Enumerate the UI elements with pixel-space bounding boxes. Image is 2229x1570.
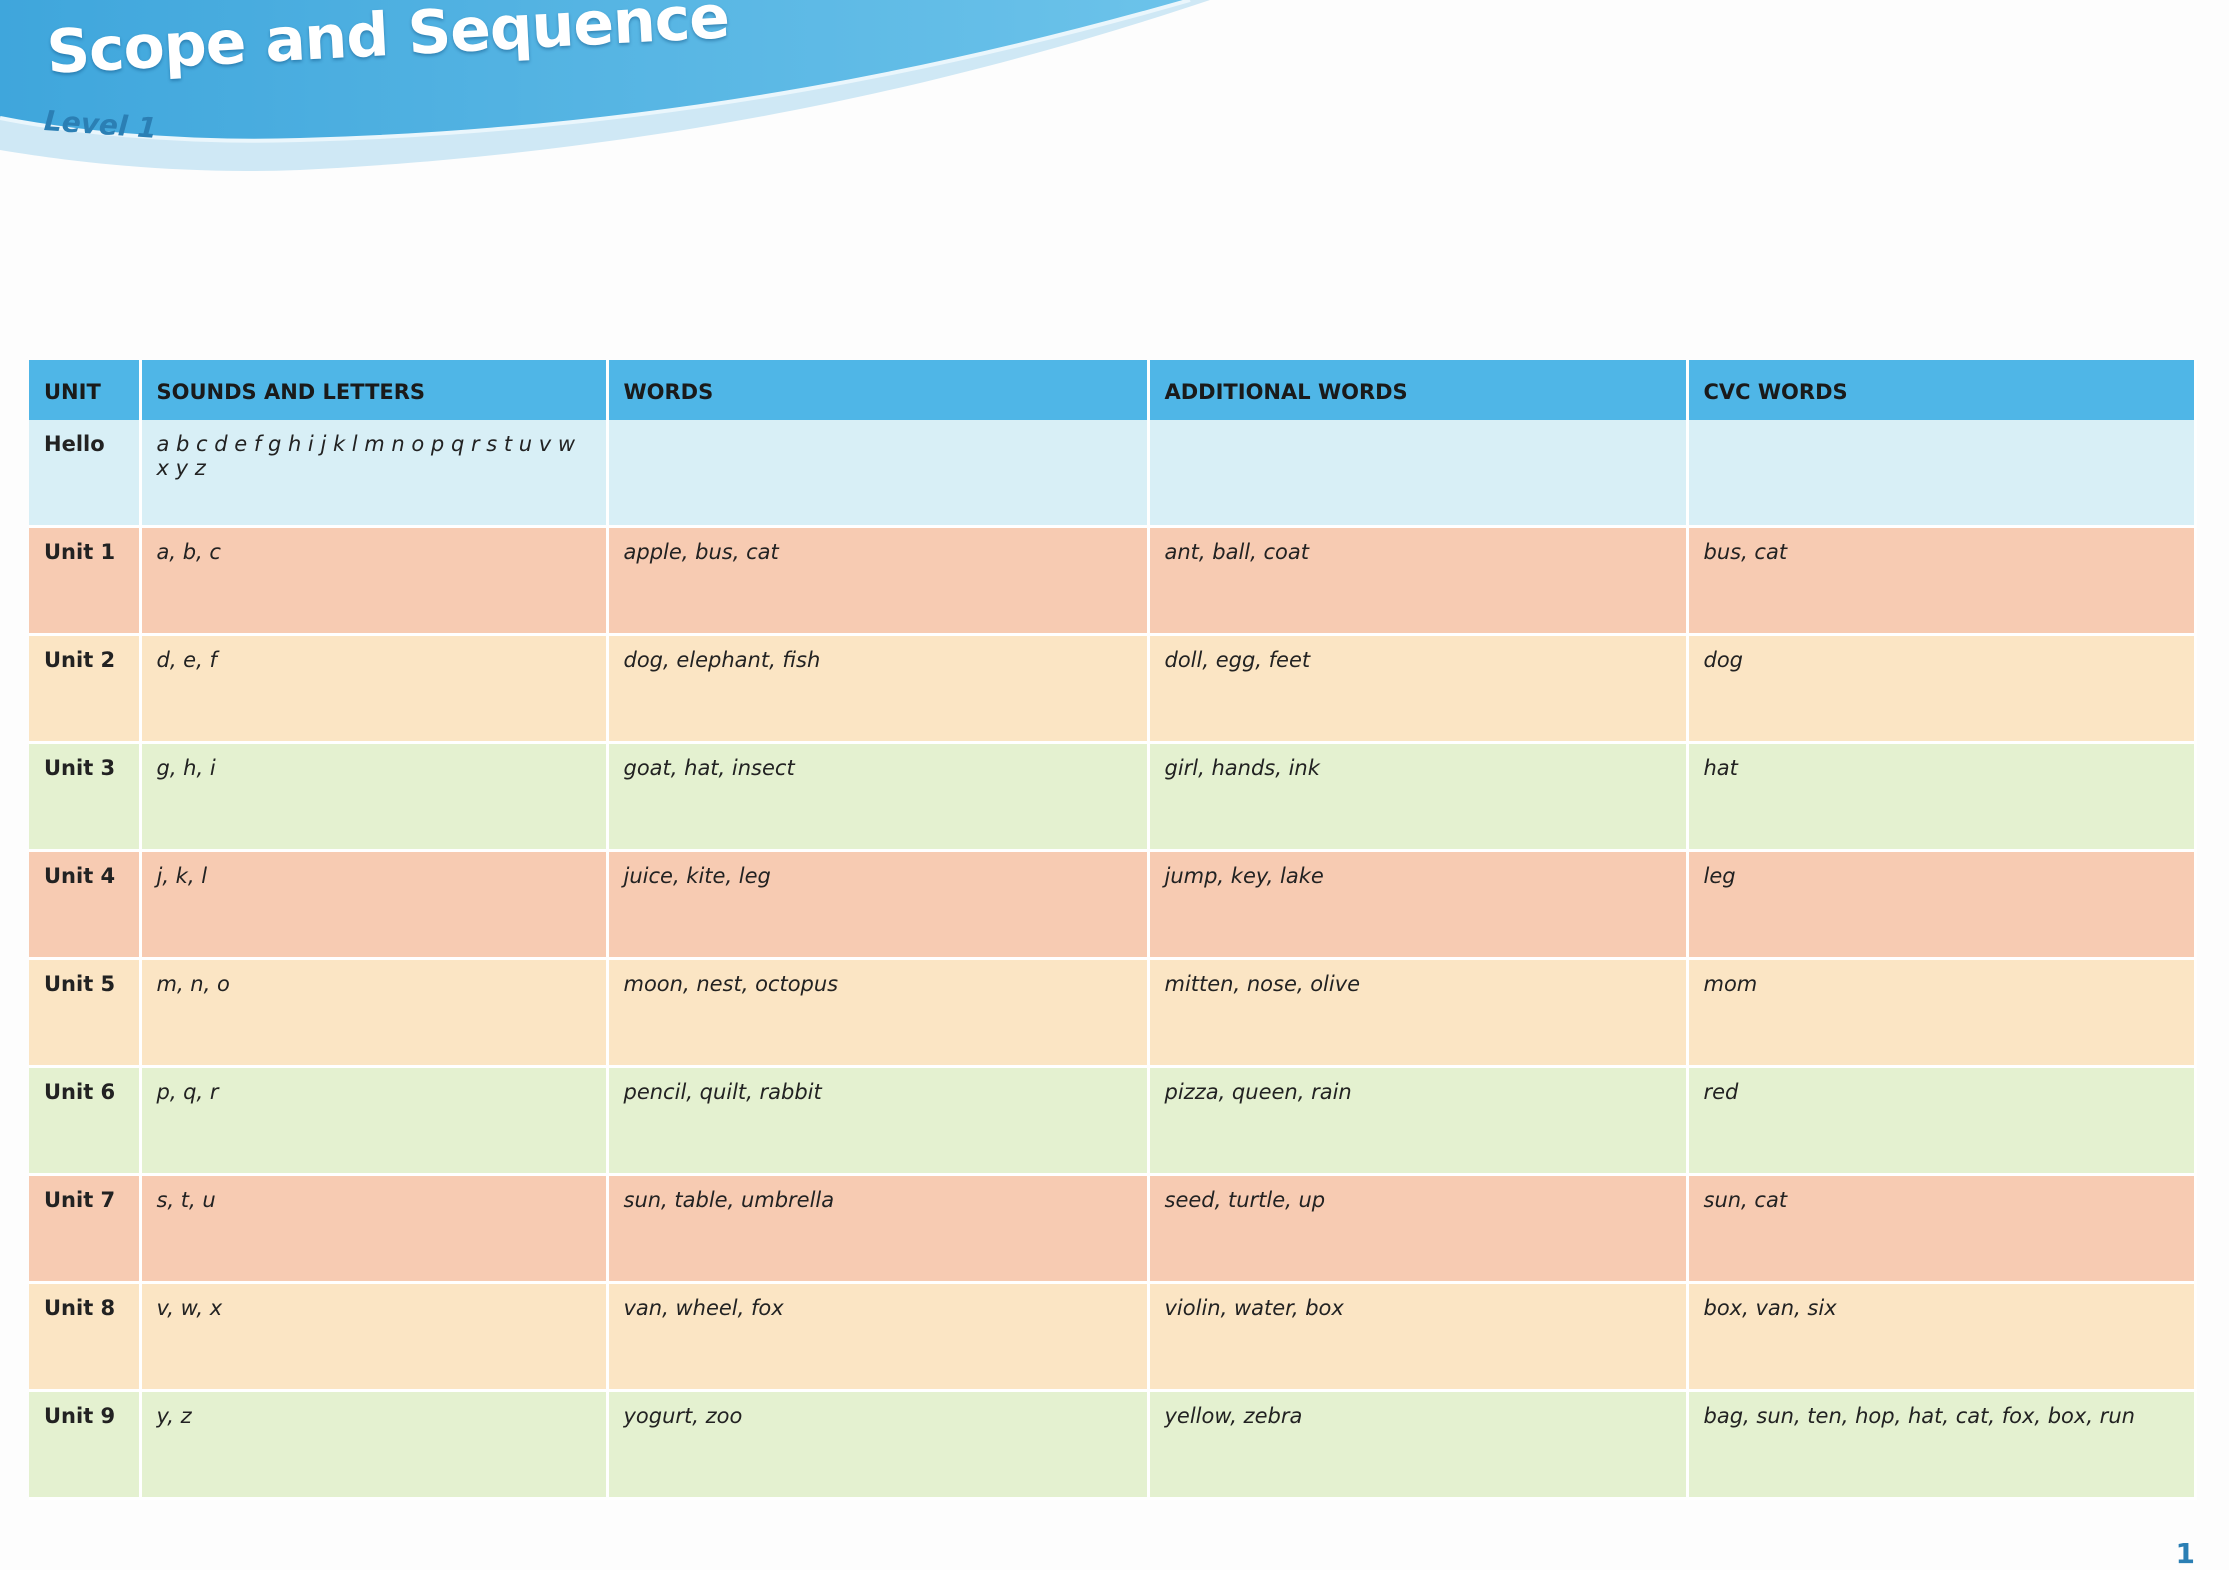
table-cell: goat, hat, insect	[607, 742, 1150, 852]
table-cell: sun, table, umbrella	[607, 1174, 1150, 1284]
table-cell: mom	[1687, 958, 2197, 1068]
table-body: Hello a b c d e f g h i j k l m n o p q r…	[29, 420, 2197, 1500]
table-cell: hat	[1687, 742, 2197, 852]
table-row: Unit 6 p, q, r pencil, quilt, rabbit pizza,…	[29, 1066, 2197, 1176]
table-cell: Unit 5	[29, 958, 142, 1068]
table-row: Unit 4 j, k, l juice, kite, leg jump, key, …	[29, 850, 2197, 960]
empty-cell	[1148, 420, 1689, 528]
table-cell: red	[1687, 1066, 2197, 1176]
column-header: ADDITIONAL WORDS	[1148, 360, 1689, 420]
table-cell: ant, ball, coat	[1148, 526, 1689, 636]
table-cell: a, b, c	[140, 526, 609, 636]
table-row: Unit 9 y, z yogurt, zoo yellow, zebra bag, s…	[29, 1390, 2197, 1500]
table-row: Unit 8 v, w, x van, wheel, fox violin, wate…	[29, 1282, 2197, 1392]
table-cell: dog, elephant, fish	[607, 634, 1150, 744]
column-header: CVC WORDS	[1687, 360, 2197, 420]
table-cell: a b c d e f g h i j k l m n o p q r s t …	[140, 420, 609, 528]
table-cell: box, van, six	[1687, 1282, 2197, 1392]
table-cell: y, z	[140, 1390, 609, 1500]
table-cell: Unit 7	[29, 1174, 142, 1284]
table-cell: van, wheel, fox	[607, 1282, 1150, 1392]
table-cell: moon, nest, octopus	[607, 958, 1150, 1068]
table-cell: bag, sun, ten, hop, hat, cat, fox, box, …	[1687, 1390, 2197, 1500]
table-cell: Unit 1	[29, 526, 142, 636]
column-header: SOUNDS AND LETTERS	[140, 360, 609, 420]
table-row: Unit 1 a, b, c apple, bus, cat ant, ball, c…	[29, 526, 2197, 636]
table-cell: girl, hands, ink	[1148, 742, 1689, 852]
table-cell: j, k, l	[140, 850, 609, 960]
table-row: Unit 5 m, n, o moon, nest, octopus mitten, …	[29, 958, 2197, 1068]
table-cell: sun, cat	[1687, 1174, 2197, 1284]
table-cell: juice, kite, leg	[607, 850, 1150, 960]
table-cell: Unit 8	[29, 1282, 142, 1392]
scope-table: UNIT SOUNDS AND LETTERS WORDS ADDITIONAL WO…	[29, 360, 2197, 1500]
table-cell: doll, egg, feet	[1148, 634, 1689, 744]
table-cell: jump, key, lake	[1148, 850, 1689, 960]
table-row: Unit 2 d, e, f dog, elephant, fish doll, eg…	[29, 634, 2197, 744]
table-cell: dog	[1687, 634, 2197, 744]
table-cell: p, q, r	[140, 1066, 609, 1176]
table-row: Hello a b c d e f g h i j k l m n o p q r…	[29, 420, 2197, 528]
empty-cell	[1687, 420, 2197, 528]
table-cell: seed, turtle, up	[1148, 1174, 1689, 1284]
table-cell: violin, water, box	[1148, 1282, 1689, 1392]
table-cell: apple, bus, cat	[607, 526, 1150, 636]
column-header: WORDS	[607, 360, 1150, 420]
table-cell: Unit 6	[29, 1066, 142, 1176]
table-cell: Unit 3	[29, 742, 142, 852]
table-cell: v, w, x	[140, 1282, 609, 1392]
table-cell: pizza, queen, rain	[1148, 1066, 1689, 1176]
table-cell: pencil, quilt, rabbit	[607, 1066, 1150, 1176]
table-cell: Unit 9	[29, 1390, 142, 1500]
column-header: UNIT	[29, 360, 142, 420]
table-row: Unit 7 s, t, u sun, table, umbrella seed, t…	[29, 1174, 2197, 1284]
table-cell: yogurt, zoo	[607, 1390, 1150, 1500]
table-cell: bus, cat	[1687, 526, 2197, 636]
table-cell: d, e, f	[140, 634, 609, 744]
table-cell: leg	[1687, 850, 2197, 960]
table-cell: Unit 4	[29, 850, 142, 960]
table-cell: Hello	[29, 420, 142, 528]
table-cell: g, h, i	[140, 742, 609, 852]
header-row: UNIT SOUNDS AND LETTERS WORDS ADDITIONAL WO…	[29, 360, 2197, 420]
table-cell: m, n, o	[140, 958, 609, 1068]
table-cell: s, t, u	[140, 1174, 609, 1284]
empty-cell	[607, 420, 1150, 528]
table-row: Unit 3 g, h, i goat, hat, insect girl, hand…	[29, 742, 2197, 852]
table-cell: Unit 2	[29, 634, 142, 744]
header-banner	[0, 0, 1210, 171]
table-cell: mitten, nose, olive	[1148, 958, 1689, 1068]
page-number: 1	[2175, 1537, 2195, 1570]
table-cell: yellow, zebra	[1148, 1390, 1689, 1500]
